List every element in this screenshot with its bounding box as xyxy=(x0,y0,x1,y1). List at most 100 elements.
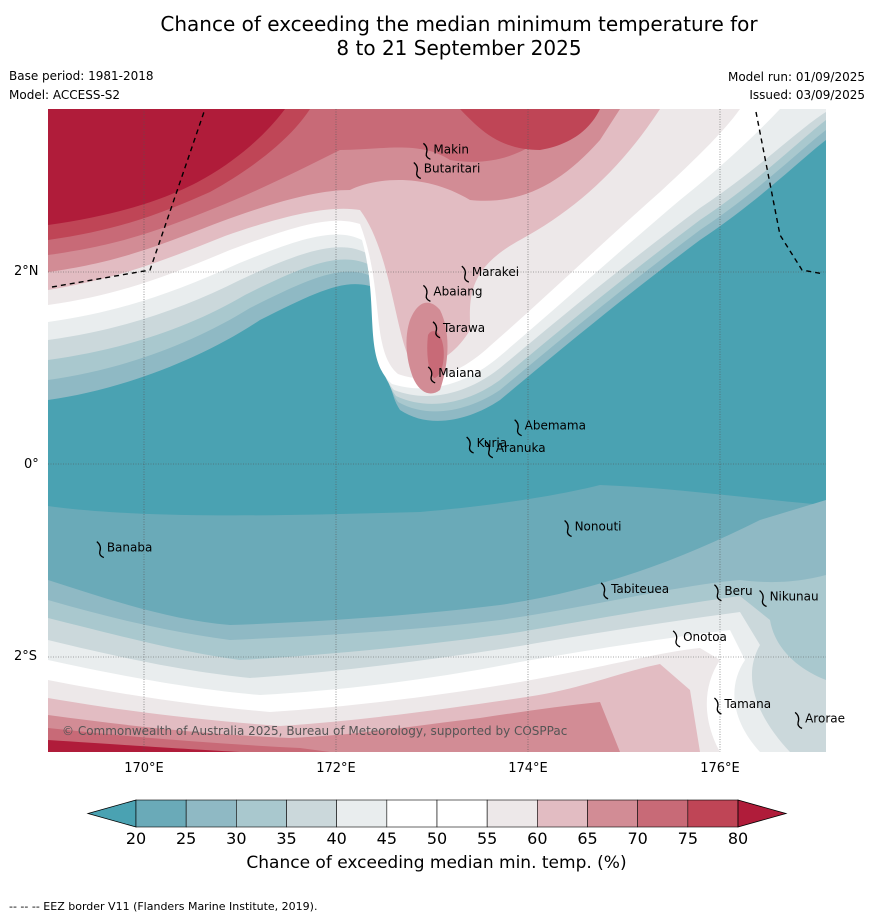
island-label: Banaba xyxy=(107,541,153,555)
island-label: Makin xyxy=(433,142,469,156)
island-outline xyxy=(514,419,522,437)
colorbar-tick-label: 45 xyxy=(377,829,397,848)
island-tabiteuea: Tabiteuea xyxy=(600,582,669,600)
contour-band-over-80-south xyxy=(48,740,240,752)
island-outline xyxy=(672,630,681,648)
island-label: Tamana xyxy=(723,697,771,711)
colorbar-box xyxy=(587,799,638,828)
lon-label-176e: 176°E xyxy=(700,761,740,776)
colorbar-tick-label: 40 xyxy=(326,829,346,848)
colorbar-boxes xyxy=(86,799,788,828)
lat-label-2n: 2°N xyxy=(14,264,39,279)
island-label: Arorae xyxy=(805,711,845,725)
island-tarawa: Tarawa xyxy=(432,321,485,339)
colorbar-box xyxy=(486,799,538,828)
colorbar-tick-label: 75 xyxy=(678,829,698,848)
graticule xyxy=(48,109,826,752)
eez-footnote: -- -- -- EEZ border V11 (Flanders Marine… xyxy=(9,900,318,913)
forecast-map: Makin Butaritari Marakei Abaiang Tarawa Maian… xyxy=(48,108,845,752)
colorbar-tick-label: 50 xyxy=(427,829,447,848)
island-label: Nonouti xyxy=(575,519,622,533)
island-label: Abaiang xyxy=(433,284,482,298)
copyright-text: © Commonwealth of Australia 2025, Bureau… xyxy=(62,724,567,738)
colorbar-box xyxy=(436,799,488,828)
island-banaba: Banaba xyxy=(96,541,153,559)
island-outline xyxy=(713,584,722,602)
island-maiana: Maiana xyxy=(427,366,482,384)
colorbar-tick-label: 20 xyxy=(126,829,146,848)
colorbar-tick-label: 30 xyxy=(226,829,246,848)
title-line-2: 8 to 21 September 2025 xyxy=(336,36,582,60)
island-outline xyxy=(422,142,431,160)
island-label: Tabiteuea xyxy=(610,582,669,596)
island-label: Aranuka xyxy=(496,441,546,455)
colorbar-box xyxy=(286,799,337,828)
colorbar-tick-label: 55 xyxy=(477,829,497,848)
colorbar-tick-label: 80 xyxy=(728,829,748,848)
island-outline xyxy=(713,697,722,715)
lon-label-170e: 170°E xyxy=(124,761,164,776)
colorbar-box xyxy=(336,799,388,828)
island-beru: Beru xyxy=(713,584,753,602)
island-marakei: Marakei xyxy=(461,265,519,283)
colorbar-box xyxy=(185,799,237,828)
model-name: Model: ACCESS-S2 xyxy=(9,88,121,102)
colorbar-tick-label: 35 xyxy=(276,829,296,848)
island-label: Butaritari xyxy=(424,162,481,176)
eez-border-west xyxy=(51,108,206,288)
island-outline xyxy=(600,582,609,600)
island-outline xyxy=(759,590,767,608)
colorbar-box xyxy=(537,799,588,828)
island-nikunau: Nikunau xyxy=(759,590,819,608)
island-abaiang: Abaiang xyxy=(422,284,482,302)
issued-date: Issued: 03/09/2025 xyxy=(749,88,865,102)
island-label: Beru xyxy=(724,584,752,598)
island-outline xyxy=(422,284,431,302)
island-outline xyxy=(432,321,441,339)
island-kuria: Kuria xyxy=(466,436,508,454)
island-abemama: Abemama xyxy=(514,419,586,437)
colorbar-box xyxy=(637,799,689,828)
map-contours xyxy=(48,109,826,752)
contour-tarawa-warm-inner xyxy=(427,331,444,378)
eez-border-east xyxy=(755,111,825,275)
island-onotoa: Onotoa xyxy=(672,630,727,648)
colorbar-box xyxy=(236,799,287,828)
copyright-note: © Commonwealth of Australia 2025, Bureau… xyxy=(62,724,567,738)
eez-borders xyxy=(51,108,825,288)
colorbar-box xyxy=(687,799,739,828)
island-outline xyxy=(427,366,436,384)
island-label: Onotoa xyxy=(683,630,727,644)
lon-label-174e: 174°E xyxy=(508,761,548,776)
model-run: Model run: 01/09/2025 xyxy=(727,70,865,84)
islands-layer: Makin Butaritari Marakei Abaiang Tarawa Maian… xyxy=(96,142,845,730)
lat-label-2s: 2°S xyxy=(14,649,38,664)
island-outline xyxy=(794,711,803,730)
colorbar-tick-label: 65 xyxy=(577,829,597,848)
lon-label-172e: 172°E xyxy=(316,761,356,776)
chart-title: Chance of exceeding the median minimum t… xyxy=(0,12,873,60)
colorbar-over-arrow xyxy=(737,799,788,828)
island-label: Maiana xyxy=(438,366,481,380)
island-makin: Makin xyxy=(422,142,469,160)
island-label: Kuria xyxy=(477,436,508,450)
island-outline xyxy=(564,519,572,538)
colorbar-box xyxy=(386,799,438,828)
island-label: Tarawa xyxy=(442,321,485,335)
title-line-1: Chance of exceeding the median minimum t… xyxy=(160,12,758,36)
base-period: Base period: 1981-2018 xyxy=(9,69,154,83)
colorbar-tick-label: 70 xyxy=(627,829,647,848)
contour-band-65-70 xyxy=(48,702,620,752)
colorbar-tick-label: 25 xyxy=(176,829,196,848)
island-outline xyxy=(466,436,474,454)
island-outline xyxy=(485,441,494,459)
colorbar-under-arrow xyxy=(86,799,137,828)
contour-band-over-80-north xyxy=(48,109,285,225)
colorbar-box xyxy=(135,799,187,828)
colorbar-tick-label: 60 xyxy=(527,829,547,848)
island-label: Abemama xyxy=(525,419,586,433)
island-tamana: Tamana xyxy=(713,697,771,715)
island-outline xyxy=(96,541,105,559)
island-aranuka: Aranuka xyxy=(485,441,546,459)
island-nonouti: Nonouti xyxy=(564,519,622,538)
